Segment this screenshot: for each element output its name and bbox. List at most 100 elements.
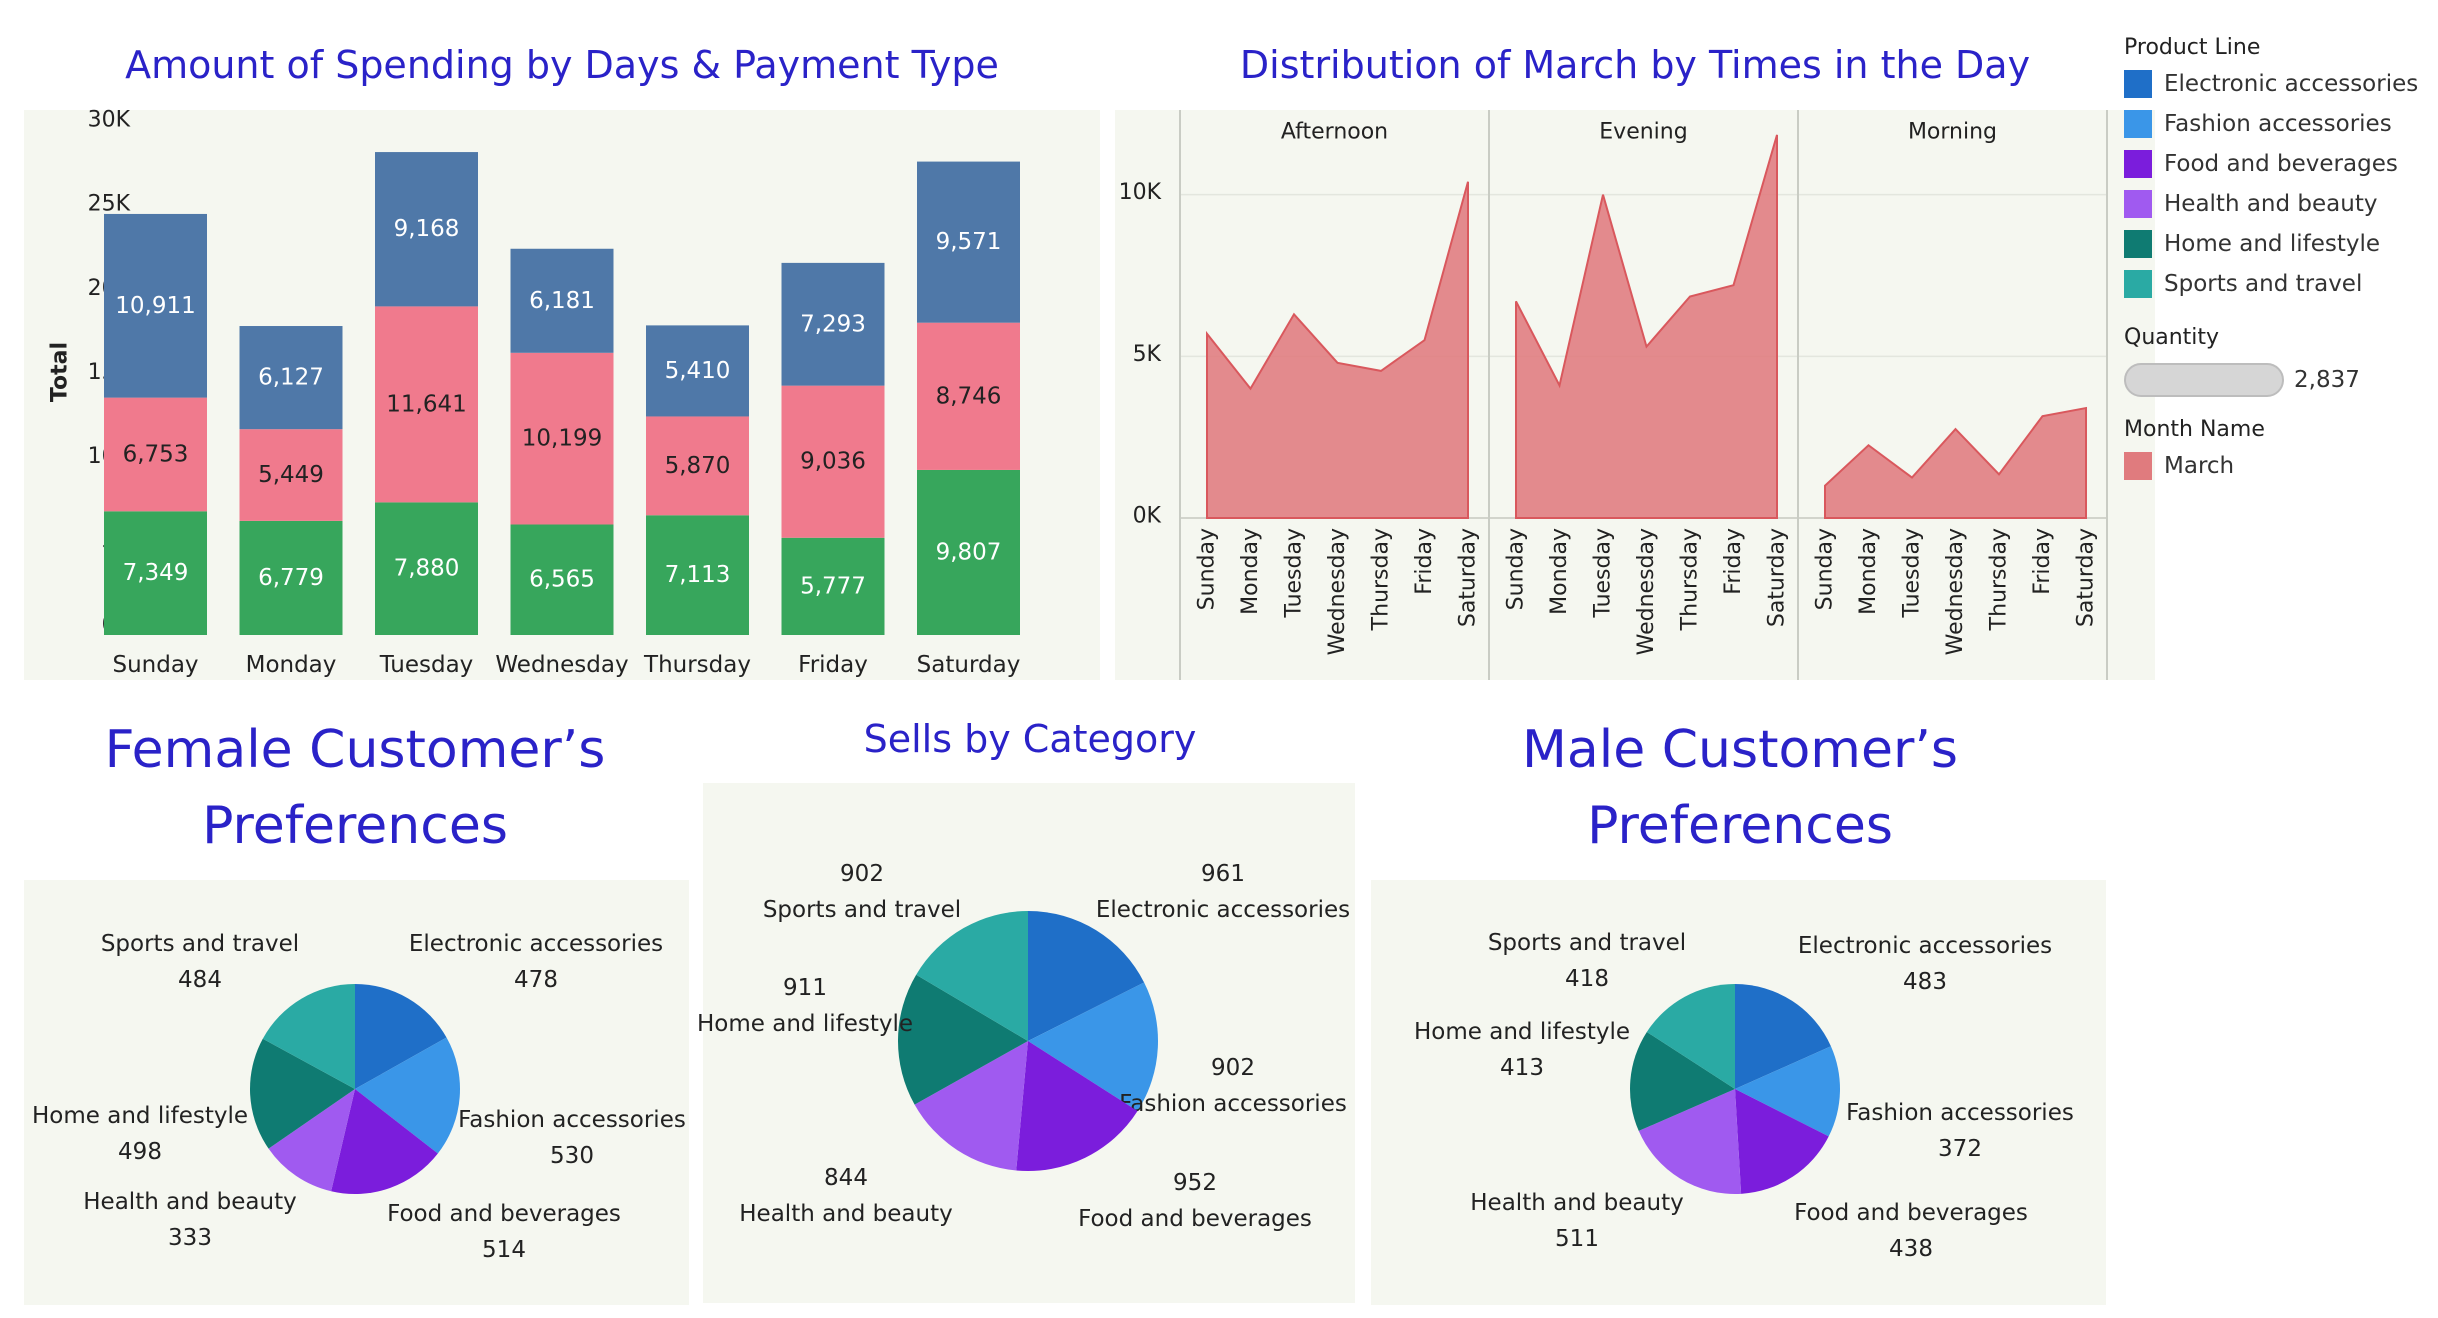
slice-value-label: 333 bbox=[168, 1225, 212, 1251]
pie-slice bbox=[1016, 1041, 1138, 1171]
pie-slice bbox=[916, 911, 1028, 1041]
male-pie-chart: Electronic accessories 483 Fashion accesso… bbox=[1414, 930, 2074, 1262]
legend-product-lines: Electronic accessories Fashion accessorie… bbox=[2124, 64, 2424, 304]
slice-value-label: 911 bbox=[783, 975, 827, 1001]
slice-value-label: 478 bbox=[514, 967, 558, 993]
bar-value-label: 6,127 bbox=[258, 365, 324, 391]
y-tick-label: 30K bbox=[88, 108, 131, 133]
x-tick-label: Sunday bbox=[112, 652, 198, 678]
bar-value-label: 7,293 bbox=[800, 311, 866, 337]
x-tick-label: Sunday bbox=[1195, 528, 1220, 610]
x-tick-label: Wednesday bbox=[1634, 528, 1659, 655]
bar-chart-title: Amount of Spending by Days & Payment Typ… bbox=[125, 43, 999, 87]
legend-label: Health and beauty bbox=[2164, 191, 2378, 217]
area-chart-title: Distribution of March by Times in the Da… bbox=[1239, 43, 2031, 87]
bar-value-label: 6,181 bbox=[529, 288, 595, 314]
slice-category-label: Home and lifestyle bbox=[1414, 1019, 1630, 1045]
x-tick-label: Tuesday bbox=[379, 652, 474, 678]
legend-month-label: March bbox=[2164, 453, 2235, 479]
area-chart: 0K 5K 10K Afternoon Sunday Monday Tuesday Wedne… bbox=[1119, 110, 2108, 680]
female-pie-panel: Electronic accessories 478 Fashion accesso… bbox=[24, 880, 689, 1305]
slice-value-label: 961 bbox=[1201, 861, 1245, 887]
legend-item[interactable]: Home and lifestyle bbox=[2124, 224, 2424, 264]
bar-segment bbox=[104, 397, 207, 512]
pie-slice bbox=[262, 984, 355, 1089]
bar-value-label: 9,807 bbox=[936, 539, 1002, 565]
legend-item[interactable]: Food and beverages bbox=[2124, 144, 2424, 184]
y-tick-label: 10K bbox=[1119, 180, 1162, 205]
x-tick-label: Monday bbox=[1238, 528, 1263, 615]
bar-segment bbox=[510, 248, 614, 353]
y-tick-label: 5K bbox=[1133, 342, 1162, 367]
bar-value-label: 5,449 bbox=[258, 462, 324, 488]
bar-segment bbox=[104, 213, 207, 398]
legend-month-swatch bbox=[2124, 452, 2152, 480]
slice-category-label: Food and beverages bbox=[1078, 1206, 1312, 1232]
bar-segment bbox=[239, 429, 343, 521]
bar-value-label: 6,565 bbox=[529, 567, 595, 593]
legend-item[interactable]: Sports and travel bbox=[2124, 264, 2424, 304]
slice-category-label: Fashion accessories bbox=[1846, 1100, 2074, 1126]
stacked-bar-chart: 0K5K10K15K20K25K30KTotal7,3496,75310,911… bbox=[48, 108, 1021, 679]
x-tick-label: Saturday bbox=[1765, 528, 1790, 627]
bar-segment bbox=[781, 262, 885, 386]
bar-segment bbox=[781, 537, 885, 635]
slice-category-label: Health and beauty bbox=[1470, 1190, 1683, 1216]
bar-segment bbox=[781, 385, 885, 538]
slice-category-label: Sports and travel bbox=[1488, 930, 1686, 956]
slice-value-label: 902 bbox=[1211, 1055, 1255, 1081]
legend-month-title: Month Name bbox=[2124, 417, 2265, 442]
pie-slice bbox=[1735, 984, 1831, 1089]
slice-value-label: 902 bbox=[840, 861, 884, 887]
legend-month-item[interactable]: March bbox=[2124, 446, 2424, 486]
area-chart-panel: 0K 5K 10K Afternoon Sunday Monday Tuesday Wedne… bbox=[1115, 110, 2155, 680]
bar-value-label: 6,779 bbox=[258, 565, 324, 591]
slice-category-label: Food and beverages bbox=[387, 1201, 621, 1227]
x-tick-label: Sunday bbox=[1813, 528, 1838, 610]
x-tick-label: Monday bbox=[1547, 528, 1572, 615]
bar-value-label: 11,641 bbox=[386, 391, 466, 417]
legend-quantity-value: 2,837 bbox=[2294, 367, 2360, 393]
category-pie-chart: 961 Electronic accessories 902 Fashion acce… bbox=[697, 861, 1350, 1232]
y-axis-label: Total bbox=[48, 342, 73, 402]
x-tick-label: Wednesday bbox=[495, 652, 628, 678]
x-tick-label: Thursday bbox=[1678, 528, 1703, 631]
area-series bbox=[1515, 134, 1778, 519]
legend-product-line-title: Product Line bbox=[2124, 35, 2261, 60]
pie-slice bbox=[1028, 982, 1158, 1111]
legend-item[interactable]: Fashion accessories bbox=[2124, 104, 2424, 144]
x-tick-label: Tuesday bbox=[1591, 528, 1616, 619]
area-series bbox=[1206, 181, 1469, 519]
bar-segment bbox=[917, 161, 1020, 323]
pie-slice bbox=[1646, 984, 1735, 1089]
y-tick-label: 0K bbox=[1133, 504, 1162, 529]
pie-slice bbox=[355, 984, 447, 1089]
bar-segment bbox=[375, 502, 478, 635]
slice-category-label: Fashion accessories bbox=[458, 1107, 686, 1133]
legend-swatch bbox=[2124, 190, 2152, 218]
slice-value-label: 514 bbox=[482, 1237, 526, 1263]
pie-slice bbox=[250, 1038, 355, 1149]
bar-segment bbox=[646, 325, 749, 417]
facet-label: Morning bbox=[1908, 120, 1997, 145]
facet-label: Evening bbox=[1599, 120, 1687, 145]
legend-item[interactable]: Electronic accessories bbox=[2124, 64, 2424, 104]
legend-swatch bbox=[2124, 150, 2152, 178]
bar-value-label: 6,753 bbox=[123, 441, 189, 467]
category-pie-panel: 961 Electronic accessories 902 Fashion acce… bbox=[697, 783, 1355, 1303]
pie-slice bbox=[1735, 1046, 1840, 1137]
legend-item[interactable]: Health and beauty bbox=[2124, 184, 2424, 224]
slice-value-label: 844 bbox=[824, 1165, 868, 1191]
bar-value-label: 5,870 bbox=[665, 453, 731, 479]
legend-label: Fashion accessories bbox=[2164, 111, 2392, 137]
slice-value-label: 498 bbox=[118, 1139, 162, 1165]
bar-segment bbox=[646, 515, 749, 635]
x-tick-label: Friday bbox=[798, 652, 868, 678]
x-tick-label: Monday bbox=[246, 652, 337, 678]
legend-quantity: 2,837 bbox=[2124, 360, 2424, 400]
x-tick-label: Friday bbox=[1412, 528, 1437, 595]
pie-slice bbox=[1638, 1089, 1742, 1194]
x-tick-label: Wednesday bbox=[1943, 528, 1968, 655]
bar-segment bbox=[104, 511, 207, 635]
slice-value-label: 483 bbox=[1903, 969, 1947, 995]
